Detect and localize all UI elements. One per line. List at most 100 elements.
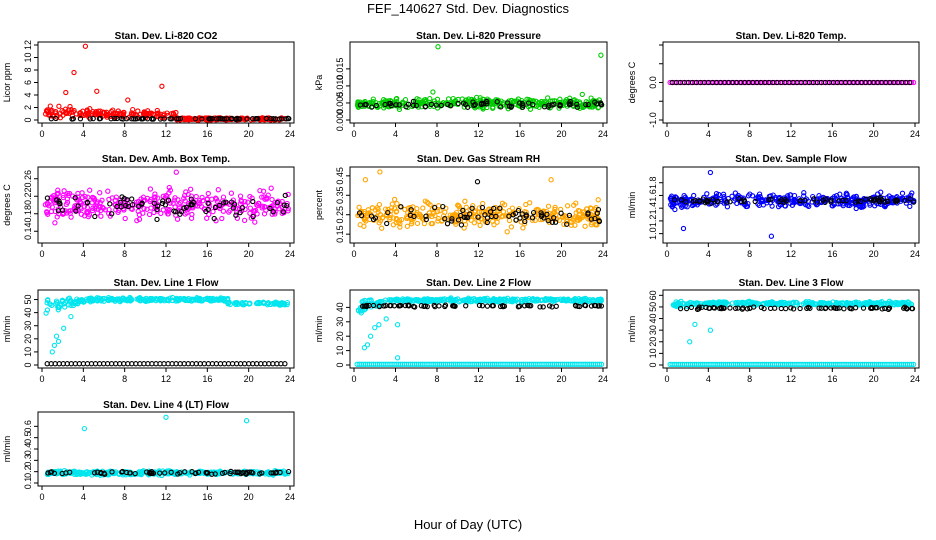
data-point <box>497 211 503 217</box>
data-point <box>397 224 403 230</box>
y-tick-label: 0.22 <box>23 187 33 205</box>
data-point <box>592 99 598 105</box>
data-point <box>396 219 402 225</box>
data-point <box>238 470 244 477</box>
x-tick-label: 12 <box>786 129 796 139</box>
data-point <box>221 116 228 122</box>
data-point <box>183 189 189 195</box>
y-tick-label: 10 <box>23 347 33 357</box>
x-tick-label: 24 <box>598 374 608 384</box>
data-point <box>562 297 568 304</box>
data-point <box>383 316 389 322</box>
y-tick-label: 0 <box>23 117 33 122</box>
data-point <box>368 213 375 219</box>
data-point <box>219 470 226 476</box>
data-point <box>715 198 721 205</box>
data-point <box>138 199 144 205</box>
data-point <box>592 215 598 222</box>
data-point <box>545 296 552 302</box>
data-point <box>901 305 907 311</box>
data-point <box>786 300 792 306</box>
y-tick-label: 0.010 <box>335 75 345 98</box>
data-point <box>64 196 71 202</box>
data-point <box>766 196 772 203</box>
chart-title: Stan. Dev. Li-820 Temp. <box>736 31 847 42</box>
data-point <box>198 298 204 304</box>
data-point <box>473 94 480 101</box>
data-point <box>187 186 194 192</box>
data-point <box>596 218 602 224</box>
data-point <box>75 203 81 209</box>
data-point <box>721 200 727 206</box>
data-point <box>212 204 219 211</box>
data-point <box>727 199 733 205</box>
data-point <box>907 203 913 210</box>
data-point <box>356 204 362 210</box>
data-point <box>423 216 429 223</box>
data-point <box>506 217 513 224</box>
data-point <box>476 209 482 215</box>
data-point <box>778 305 784 312</box>
data-point <box>72 195 78 201</box>
data-point <box>233 212 239 218</box>
data-point <box>881 202 888 209</box>
data-point <box>123 203 130 210</box>
data-point <box>567 98 573 105</box>
data-point <box>788 305 794 311</box>
data-point <box>159 83 165 89</box>
data-point <box>53 197 60 203</box>
chart-title: Stan. Dev. Line 4 (LT) Flow <box>103 400 229 411</box>
data-point <box>429 213 435 220</box>
data-point <box>835 201 841 207</box>
data-point <box>63 89 69 96</box>
data-point <box>739 306 745 312</box>
y-tick-label: 30 <box>648 325 658 335</box>
data-point <box>254 202 260 208</box>
data-point <box>276 116 283 122</box>
data-point <box>797 305 803 312</box>
data-point <box>156 468 162 474</box>
data-point <box>282 361 288 367</box>
x-tick-label: 20 <box>869 249 879 259</box>
data-point <box>477 222 483 229</box>
data-point <box>435 44 441 50</box>
data-point <box>807 300 813 306</box>
data-point <box>284 202 290 209</box>
chart-panel: Stan. Dev. Line 4 (LT) Flow ml/min 0 4 8 12 16… <box>2 400 295 502</box>
data-point <box>63 201 69 208</box>
data-point <box>114 115 120 122</box>
data-point <box>205 190 211 197</box>
data-point <box>463 214 469 220</box>
data-point <box>74 470 80 477</box>
data-point <box>215 187 221 193</box>
data-point <box>769 300 775 306</box>
data-point <box>568 298 575 304</box>
data-point <box>727 305 733 311</box>
y-tick-label: 0.015 <box>335 58 345 81</box>
data-point <box>87 116 93 122</box>
data-point <box>255 116 261 122</box>
data-point <box>536 99 542 106</box>
data-point <box>243 470 249 476</box>
data-point <box>474 179 481 185</box>
data-point <box>364 342 371 348</box>
data-point <box>361 303 367 309</box>
data-point <box>399 216 405 223</box>
data-point <box>68 302 74 309</box>
data-point <box>206 296 212 302</box>
data-point <box>393 102 399 108</box>
data-point <box>173 169 179 175</box>
data-point <box>568 222 574 228</box>
data-point <box>677 305 684 312</box>
y-tick-label: 30 <box>23 321 33 331</box>
data-point <box>837 191 843 197</box>
plot-frame <box>349 166 608 244</box>
y-tick-label: 0.0 <box>648 76 658 89</box>
data-point <box>212 471 218 477</box>
data-point <box>515 207 522 214</box>
data-point <box>463 204 469 210</box>
data-point <box>549 219 556 225</box>
data-point <box>216 116 222 122</box>
data-point <box>56 103 62 109</box>
data-point <box>521 221 528 227</box>
